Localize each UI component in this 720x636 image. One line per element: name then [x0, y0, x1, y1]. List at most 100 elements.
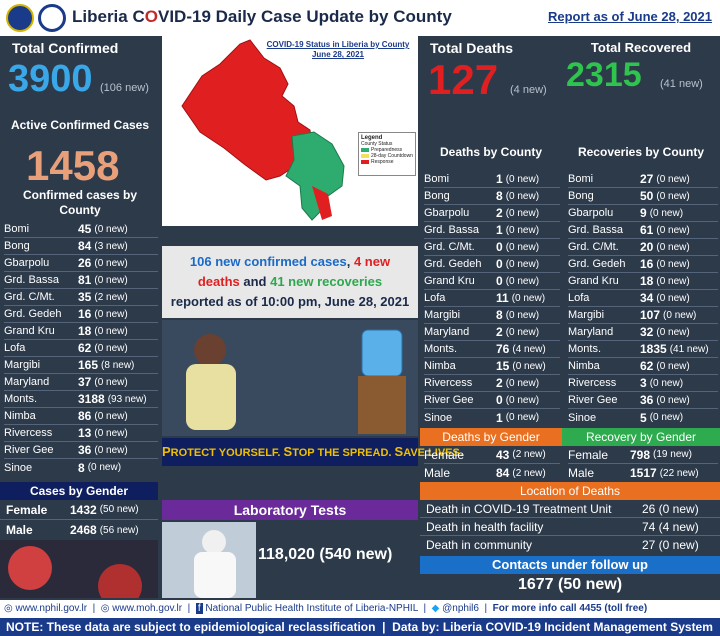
- county-name: Grd. Bassa: [424, 224, 480, 236]
- location-row: Death in health facility 74 (4 new): [420, 518, 720, 536]
- lab-tests-title: Laboratory Tests: [162, 500, 418, 520]
- county-name: Grd. Gedeh: [568, 258, 626, 270]
- header: Liberia COVID-19 Daily Case Update by Co…: [0, 0, 720, 36]
- table-row: Margibi 107 (0 new): [568, 307, 718, 324]
- county-new: (0 new): [656, 292, 690, 304]
- county-new: (0 new): [505, 207, 540, 219]
- county-value: 8: [496, 189, 503, 203]
- county-new: (0 new): [649, 377, 684, 389]
- county-name: Lofa: [424, 292, 446, 304]
- illustration-graphic: [186, 329, 406, 434]
- location-label: Death in health facility: [426, 519, 544, 534]
- confirmed-by-county-title: Confirmed cases by County: [22, 188, 138, 217]
- coat-of-arms-logo: [6, 4, 34, 32]
- moh-link[interactable]: www.moh.gov.lr: [112, 603, 183, 614]
- county-name: Nimba: [568, 360, 600, 372]
- location-value: 26 (0 new): [642, 501, 699, 516]
- table-row: Sinoe 5 (0 new): [568, 409, 718, 426]
- county-value: 2: [496, 376, 503, 390]
- county-value: 34: [640, 291, 654, 305]
- county-name: Rivercess: [4, 427, 53, 439]
- lab-tests-value: 118,020 (540 new): [258, 546, 393, 563]
- total-deaths-value: 127: [428, 56, 499, 103]
- table-row: Gbarpolu 2 (0 new): [424, 205, 560, 222]
- total-recovered-panel: Total Recovered 2315 (41 new): [562, 36, 720, 108]
- location-of-deaths-table: Death in COVID-19 Treatment Unit 26 (0 ne…: [420, 500, 720, 554]
- table-row: Rivercess 13 (0 new): [4, 425, 158, 442]
- county-new: (0 new): [94, 410, 128, 422]
- active-cases-title: Active Confirmed Cases: [10, 118, 150, 132]
- county-new: (0 new): [505, 309, 540, 321]
- county-value: 61: [640, 223, 654, 237]
- county-new: (0 new): [656, 241, 690, 253]
- total-recovered-new: (41 new): [660, 78, 703, 90]
- county-value: 9: [640, 206, 647, 220]
- active-cases-value: 1458: [26, 142, 120, 189]
- county-name: Grd. Bassa: [4, 274, 60, 286]
- county-new: (0 new): [649, 412, 684, 423]
- county-name: Grd. C/Mt.: [4, 291, 55, 303]
- twitter-icon: ◆: [431, 603, 440, 614]
- county-name: Grd. Gedeh: [424, 258, 482, 270]
- twitter-link[interactable]: @nphil6: [442, 603, 479, 614]
- location-value: 74 (4 new): [642, 519, 699, 534]
- table-row: Maryland 37 (0 new): [4, 374, 158, 391]
- county-name: Margibi: [424, 309, 461, 321]
- cases-by-gender-title: Cases by Gender: [0, 482, 158, 500]
- county-value: 35: [78, 290, 92, 304]
- table-row: Grand Kru 18 (0 new): [568, 273, 718, 290]
- table-row: Sinoe 1 (0 new): [424, 409, 560, 426]
- footer-links: ◎ www.nphil.gov.lr | ◎ www.moh.gov.lr | …: [0, 600, 720, 618]
- county-new: (93 new): [107, 393, 147, 405]
- county-value: 0: [496, 274, 503, 288]
- county-value: 1: [496, 172, 503, 186]
- contacts-title: Contacts under follow up: [420, 556, 720, 574]
- table-row: Bong 50 (0 new): [568, 188, 718, 205]
- county-name: Lofa: [4, 342, 26, 354]
- globe-icon: ◎: [100, 603, 110, 614]
- county-new: (0 new): [505, 241, 540, 253]
- table-row: Monts. 3188 (93 new): [4, 391, 158, 408]
- table-row: Nimba 86 (0 new): [4, 408, 158, 425]
- table-row: Maryland 32 (0 new): [568, 324, 718, 341]
- county-value: 11: [496, 291, 509, 305]
- table-row: Grd. C/Mt. 0 (0 new): [424, 239, 560, 256]
- preparedness-region: [285, 131, 345, 221]
- county-new: (0 new): [94, 376, 128, 388]
- county-name: Nimba: [424, 360, 456, 372]
- report-date: Report as of June 28, 2021: [547, 9, 712, 24]
- deaths-by-county-table: Bomi 1 (0 new) Bong 8 (0 new) Gbarpolu 2 (0 new)…: [424, 171, 560, 426]
- county-name: Bong: [4, 240, 30, 252]
- county-name: Monts.: [4, 393, 38, 405]
- location-label: Death in COVID-19 Treatment Unit: [426, 501, 612, 516]
- table-row: Grd. C/Mt. 35 (2 new): [4, 289, 158, 306]
- county-name: Grd. C/Mt.: [424, 241, 475, 253]
- county-value: 86: [78, 409, 92, 423]
- county-name: Bomi: [568, 173, 594, 185]
- county-value: 8: [78, 460, 85, 475]
- table-row: Bong 84 (3 new): [4, 238, 158, 255]
- county-value: 13: [78, 426, 92, 440]
- county-value: 26: [78, 256, 92, 270]
- total-confirmed-panel: Total Confirmed 3900 (106 new): [0, 36, 160, 108]
- deaths-by-county-title: Deaths by County: [439, 145, 542, 159]
- county-new: (3 new): [94, 240, 128, 252]
- table-row: Grd. Gedeh 16 (0 new): [4, 306, 158, 323]
- table-row: Gbarpolu 26 (0 new): [4, 255, 158, 272]
- county-value: 16: [78, 307, 92, 321]
- nphil-link[interactable]: www.nphil.gov.lr: [15, 603, 88, 614]
- table-row: Grand Kru 0 (0 new): [424, 273, 560, 290]
- map-title: COVID-19 Status in Liberia by County June…: [266, 40, 410, 59]
- county-value: 3: [640, 376, 647, 390]
- nphil-logo: [38, 4, 66, 32]
- county-name: Bomi: [4, 223, 30, 235]
- facebook-link[interactable]: National Public Health Institute of Libe…: [205, 603, 418, 614]
- county-new: (0 new): [94, 325, 128, 337]
- facebook-icon: f: [195, 603, 203, 614]
- table-row: Grd. Bassa 81 (0 new): [4, 272, 158, 289]
- county-name: Maryland: [4, 376, 50, 388]
- county-name: Sinoe: [424, 411, 453, 424]
- county-new: (0 new): [656, 275, 690, 287]
- contacts-value: 1677 (50 new): [517, 576, 623, 593]
- county-name: Grand Kru: [4, 325, 55, 337]
